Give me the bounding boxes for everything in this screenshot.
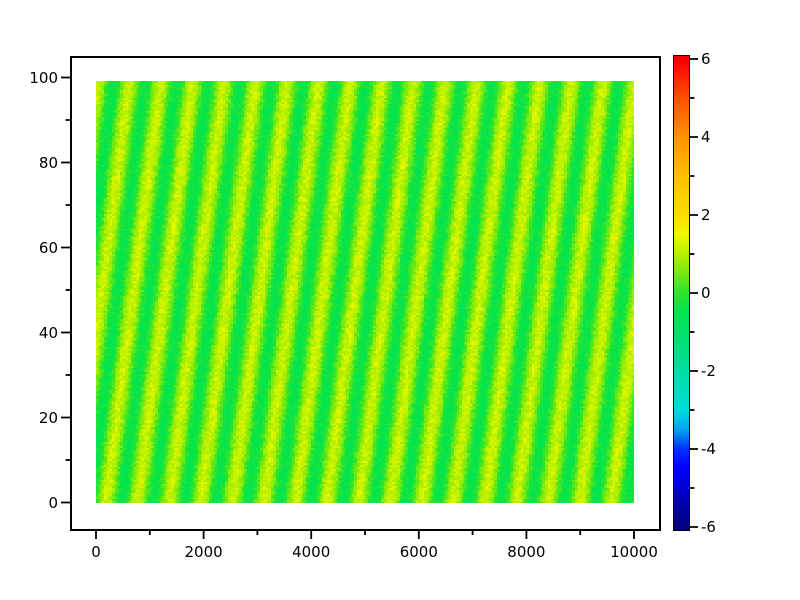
y-tick-label: 40 (38, 323, 58, 342)
x-tick-label: 8000 (507, 543, 546, 561)
colorbar (673, 55, 690, 531)
x-tick-label: 2000 (184, 543, 223, 561)
colorbar-tick-label: -4 (701, 440, 716, 458)
x-tick-label: 10000 (610, 543, 658, 561)
colorbar-tick-label: -6 (701, 518, 716, 536)
colorbar-tick-label: 0 (701, 284, 711, 302)
y-tick-label: 0 (48, 493, 58, 512)
y-tick-label: 100 (29, 68, 58, 87)
x-tick-label: 6000 (399, 543, 438, 561)
heatmap-canvas (96, 81, 634, 503)
x-tick-label: 4000 (292, 543, 331, 561)
y-tick-label: 60 (38, 238, 58, 257)
colorbar-tick-label: 2 (701, 206, 711, 224)
x-tick-label: 0 (91, 543, 101, 561)
colorbar-tick-label: 4 (701, 128, 711, 146)
y-tick-label: 80 (38, 153, 58, 172)
y-tick-label: 20 (38, 408, 58, 427)
colorbar-tick-label: -2 (701, 362, 716, 380)
colorbar-tick-label: 6 (701, 50, 711, 68)
colorbar-gradient (674, 56, 689, 530)
